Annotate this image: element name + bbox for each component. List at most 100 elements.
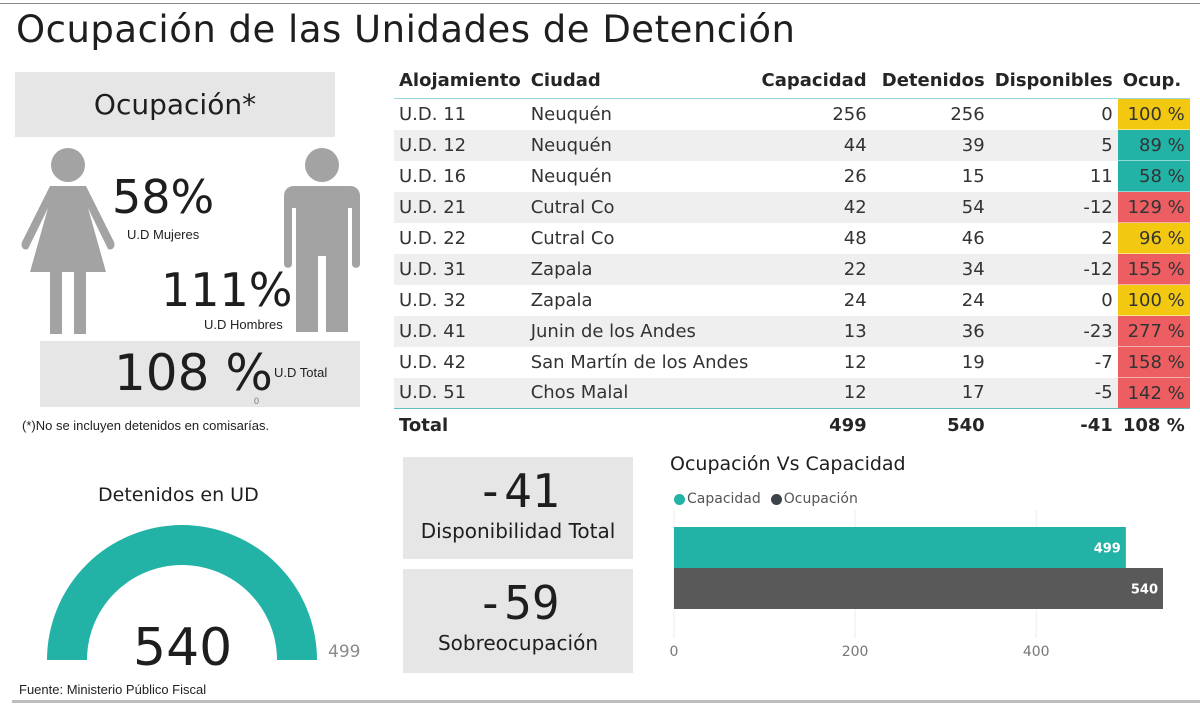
cell-ocupacion: 129 % <box>1117 191 1190 223</box>
cell-disponibles: -7 <box>1094 351 1113 373</box>
cell-ciudad: Neuquén <box>525 129 754 161</box>
occupancy-header-label: Ocupación* <box>93 88 257 121</box>
cell-ocupacion: 100 % <box>1117 284 1190 316</box>
column-header-ciudad[interactable]: Ciudad <box>525 62 754 99</box>
legend-dot-capacidad <box>674 493 685 505</box>
occupancy-header: Ocupación* <box>15 72 335 137</box>
legend-label-ocupacion: Ocupación <box>783 491 858 507</box>
overcrowding-kpi-value: -59 <box>476 576 560 630</box>
cell-disponibles: -23 <box>989 315 1118 347</box>
cell-detenidos: 17 <box>871 377 990 409</box>
table-row[interactable]: U.D. 32 Zapala 24 24 0 100 % <box>394 284 1190 316</box>
source-note: Fuente: Ministerio Público Fiscal <box>19 682 207 697</box>
cell-alojamiento: U.D. 32 <box>399 289 467 311</box>
table-row[interactable]: U.D. 21 Cutral Co 42 54 -12 129 % <box>394 191 1190 223</box>
cell-ciudad: Zapala <box>530 289 593 311</box>
women-occupancy-value: 58% <box>112 170 215 224</box>
column-header-ocupacion[interactable]: Ocup. <box>1117 62 1190 99</box>
cell-capacidad: 48 <box>843 227 867 249</box>
footnote: (*)No se incluyen detenidos en comisaría… <box>22 418 270 433</box>
bar-capacidad[interactable] <box>674 527 1126 568</box>
cell-capacidad: 256 <box>832 103 867 125</box>
cell-disponibles: -5 <box>989 377 1118 409</box>
bar-ocupacion[interactable] <box>674 568 1163 609</box>
bar-data-label: 499 <box>1094 542 1121 557</box>
cell-ciudad: Cutral Co <box>530 227 615 249</box>
column-header-disponibles[interactable]: Disponibles <box>989 62 1118 99</box>
total-capacidad: 499 <box>829 414 867 436</box>
total-occupancy-label: U.D Total <box>274 365 328 380</box>
cell-detenidos: 39 <box>871 129 990 161</box>
woman-icon <box>21 148 115 334</box>
cell-ciudad: San Martín de los Andes <box>530 351 749 373</box>
cell-capacidad: 12 <box>753 377 872 409</box>
cell-alojamiento: U.D. 22 <box>399 227 467 249</box>
column-header-capacidad[interactable]: Capacidad <box>753 62 872 99</box>
cell-ocupacion: 277 % <box>1117 315 1190 347</box>
table-total-row: Total 499 540 -41 108 % <box>394 409 1190 442</box>
cell-disponibles: 0 <box>1101 289 1113 311</box>
total-disponibles: -41 <box>1080 414 1113 436</box>
cell-ciudad: Neuquén <box>530 165 612 187</box>
cell-ocupacion: 100 % <box>1117 98 1190 130</box>
cell-alojamiento: U.D. 11 <box>399 103 467 125</box>
cell-detenidos: 256 <box>950 103 985 125</box>
bottom-divider <box>12 700 1200 703</box>
cell-disponibles: -12 <box>989 191 1118 223</box>
total-occupancy-card <box>40 341 360 407</box>
total-occupancy-value: 108 % <box>114 344 273 402</box>
gauge-title: Detenidos en UD <box>98 484 259 506</box>
legend-item-ocupacion[interactable]: Ocupación <box>770 491 858 507</box>
legend-dot-ocupacion <box>770 493 782 505</box>
overcrowding-kpi-card: -59 Sobreocupación <box>403 569 633 673</box>
cell-ciudad: Neuquén <box>530 103 612 125</box>
cell-alojamiento: U.D. 16 <box>399 165 467 187</box>
column-header-alojamiento[interactable]: Alojamiento <box>394 62 526 99</box>
bar-data-label: 540 <box>1131 583 1158 598</box>
x-tick-label: 400 <box>1023 644 1050 660</box>
cell-disponibles: 5 <box>989 129 1118 161</box>
cell-ciudad: Cutral Co <box>525 191 754 223</box>
table-row[interactable]: U.D. 42 San Martín de los Andes 12 19 -7 158 … <box>394 346 1190 378</box>
table-row[interactable]: U.D. 12 Neuquén 44 39 5 89 % <box>394 129 1190 161</box>
cell-detenidos: 15 <box>961 165 985 187</box>
legend-item-capacidad[interactable]: Capacidad <box>674 491 761 507</box>
column-header-detenidos[interactable]: Detenidos <box>871 62 990 99</box>
cell-ocupacion: 96 % <box>1117 222 1190 254</box>
cell-ocupacion: 58 % <box>1117 160 1190 192</box>
detention-units-table: Alojamiento Ciudad Capacidad Detenidos D… <box>394 62 1190 441</box>
cell-alojamiento: U.D. 21 <box>394 191 526 223</box>
cell-detenidos: 46 <box>961 227 985 249</box>
table-row[interactable]: U.D. 22 Cutral Co 48 46 2 96 % <box>394 222 1190 254</box>
total-ocupacion: 108 % <box>1122 414 1185 436</box>
cell-capacidad: 44 <box>753 129 872 161</box>
availability-kpi-card: -41 Disponibilidad Total <box>403 457 633 559</box>
cell-ocupacion: 89 % <box>1117 129 1190 161</box>
chart-title: Ocupación Vs Capacidad <box>670 453 906 475</box>
cell-detenidos: 54 <box>871 191 990 223</box>
table-row[interactable]: U.D. 51 Chos Malal 12 17 -5 142 % <box>394 377 1190 409</box>
cell-disponibles: 11 <box>1089 165 1113 187</box>
page-title: Ocupación de las Unidades de Detención <box>16 8 796 51</box>
cell-ciudad: Chos Malal <box>525 377 754 409</box>
cell-capacidad: 13 <box>753 315 872 347</box>
cell-alojamiento: U.D. 42 <box>399 351 467 373</box>
gauge-fill-arc <box>47 525 317 660</box>
total-occupancy-subvalue: 0 <box>254 396 260 406</box>
table-row[interactable]: U.D. 41 Junin de los Andes 13 36 -23 277 % <box>394 315 1190 347</box>
cell-alojamiento: U.D. 31 <box>394 253 526 285</box>
gauge-value: 540 <box>133 618 233 678</box>
cell-alojamiento: U.D. 41 <box>394 315 526 347</box>
cell-ciudad: Zapala <box>525 253 754 285</box>
cell-disponibles: 0 <box>1101 103 1113 125</box>
table-row[interactable]: U.D. 11 Neuquén 256 256 0 100 % <box>394 98 1190 130</box>
cell-ciudad: Junin de los Andes <box>525 315 754 347</box>
cell-alojamiento: U.D. 51 <box>394 377 526 409</box>
table-row[interactable]: U.D. 31 Zapala 22 34 -12 155 % <box>394 253 1190 285</box>
cell-capacidad: 42 <box>753 191 872 223</box>
occupancy-vs-capacity-chart: 0 200 400 499 540 <box>670 510 1163 660</box>
table-row[interactable]: U.D. 16 Neuquén 26 15 11 58 % <box>394 160 1190 192</box>
total-ciudad <box>526 409 754 442</box>
women-occupancy-label: U.D Mujeres <box>127 227 200 242</box>
availability-kpi-label: Disponibilidad Total <box>420 519 616 543</box>
